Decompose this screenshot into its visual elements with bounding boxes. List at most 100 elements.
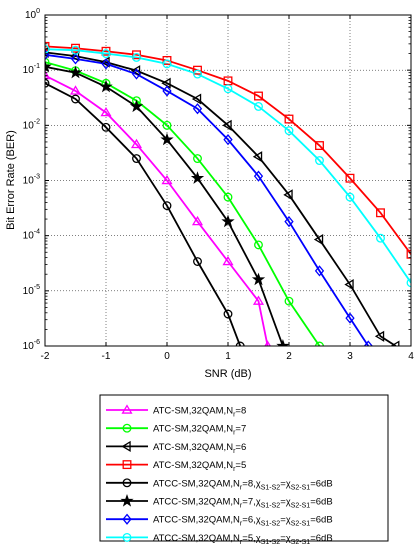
y-tick-label: 10-2 [23,118,40,131]
data-point-series-8 [101,49,111,59]
legend-label: ATCC-SM,32QAM,Nr=8,χS1-S2=χS2-S1=6dB [153,478,333,491]
legend-label: ATC-SM,32QAM,Nr=7 [153,424,246,437]
data-point-series-6 [160,132,174,146]
data-point-series-8 [315,156,324,165]
y-tick-label: 10-1 [23,63,40,76]
legend-entry: ATC-SM,32QAM,Nr=5 [106,460,246,473]
legend-label: ATCC-SM,32QAM,Nr=6,χS1-S2=χS2-S1=6dB [153,515,333,528]
data-point-series-6 [45,59,52,73]
data-point-series-5 [71,94,80,104]
data-point-series-1 [161,174,173,185]
data-point-series-6 [190,171,205,184]
data-point-series-1 [222,255,234,266]
data-point-series-8 [162,59,172,69]
data-point-series-6 [221,214,235,228]
data-point-series-1 [130,138,143,149]
plot-lines [45,45,411,346]
series-line-6 [45,65,284,346]
legend-label: ATCC-SM,32QAM,Nr=7,χS1-S2=χS2-S1=6dB [153,497,333,510]
data-point-series-7 [70,53,81,65]
legend-entry: ATCC-SM,32QAM,Nr=5,χS1-S2=χS2-S1=6dB [106,533,333,546]
data-point-series-6 [99,79,113,93]
legend-label: ATC-SM,32QAM,Nr=6 [153,442,246,455]
data-point-series-1 [45,69,51,80]
data-point-series-8 [406,278,411,288]
data-point-series-4 [284,114,294,124]
x-tick-label: 2 [286,351,292,362]
data-point-series-7 [314,265,325,277]
data-point-series-3 [390,340,400,346]
legend-entry: ATC-SM,32QAM,Nr=7 [106,424,246,437]
data-point-series-2 [315,341,324,346]
y-tick-label: 10-3 [23,174,40,187]
data-point-series-1 [69,85,82,95]
legend-label: ATC-SM,32QAM,Nr=5 [153,460,246,473]
data-point-series-6 [276,339,290,346]
data-point-series-1 [252,295,265,305]
data-point-series-1 [264,340,272,346]
data-point-series-5 [132,154,141,163]
legend-entry: ATCC-SM,32QAM,Nr=6,χS1-S2=χS2-S1=6dB [106,513,333,528]
legend-marker [121,404,133,414]
data-point-series-7 [162,85,172,97]
data-point-series-4 [254,91,263,101]
y-tick-label: 10-5 [23,284,40,297]
legend-marker [122,423,132,433]
legend-marker [122,460,132,470]
data-point-series-3 [374,330,385,342]
legend-marker [122,478,132,488]
x-tick-label: 4 [408,351,414,362]
data-point-series-8 [132,53,141,62]
data-point-series-7 [253,170,264,182]
data-point-series-8 [254,101,263,111]
data-point-series-5 [235,341,245,346]
legend-entry: ATC-SM,32QAM,Nr=8 [106,404,246,419]
data-point-series-2 [254,240,263,250]
data-point-series-5 [101,122,111,132]
legend-marker [120,494,134,507]
data-point-series-6 [129,99,144,113]
data-point-series-1 [100,106,112,117]
legend-label: ATCC-SM,32QAM,Nr=5,χS1-S2=χS2-S1=6dB [153,533,333,546]
data-point-series-7 [345,312,355,324]
data-point-series-7 [101,58,111,70]
series-line-3 [45,51,397,346]
data-point-series-7 [192,103,203,115]
data-point-series-6 [68,65,83,79]
legend-entries: ATC-SM,32QAM,Nr=8 ATC-SM,32QAM,Nr=7 ATC-SM… [106,404,333,546]
data-point-series-2 [193,154,202,163]
y-tick-label: 100 [25,8,40,21]
legend-marker [122,513,132,525]
data-point-series-4 [162,56,172,65]
axis-ticks: -2 -1 0 1 2 3 4 100 10-1 10-2 10-3 10-4 10-5 10-6 [23,8,415,362]
data-point-series-1 [191,215,204,226]
data-point-series-3 [161,77,171,89]
data-point-series-8 [193,69,202,79]
data-point-series-2 [284,296,294,306]
data-point-series-5 [162,201,172,211]
series-line-7 [45,53,370,346]
legend-marker [121,440,131,452]
data-point-series-7 [131,68,142,80]
data-point-series-7 [223,134,233,146]
data-point-series-7 [45,49,50,61]
data-point-series-3 [252,151,263,163]
data-point-series-4 [193,65,202,75]
data-point-series-8 [223,84,233,94]
data-point-series-3 [130,65,141,77]
x-tick-label: 0 [164,351,170,362]
data-point-series-7 [284,215,294,228]
data-point-series-7 [363,340,373,346]
series-line-5 [45,82,242,346]
data-point-series-4 [345,173,355,183]
legend-entry: ATCC-SM,32QAM,Nr=7,χS1-S2=χS2-S1=6dB [106,494,333,510]
legend-label: ATC-SM,32QAM,Nr=8 [153,406,246,419]
x-tick-label: 1 [225,351,231,362]
data-point-series-8 [345,192,355,202]
x-tick-label: -1 [102,351,111,362]
data-point-series-3 [344,279,354,291]
data-point-series-2 [162,120,172,130]
y-axis-label: Bit Error Rate (BER) [5,130,17,230]
legend-marker [122,532,132,542]
